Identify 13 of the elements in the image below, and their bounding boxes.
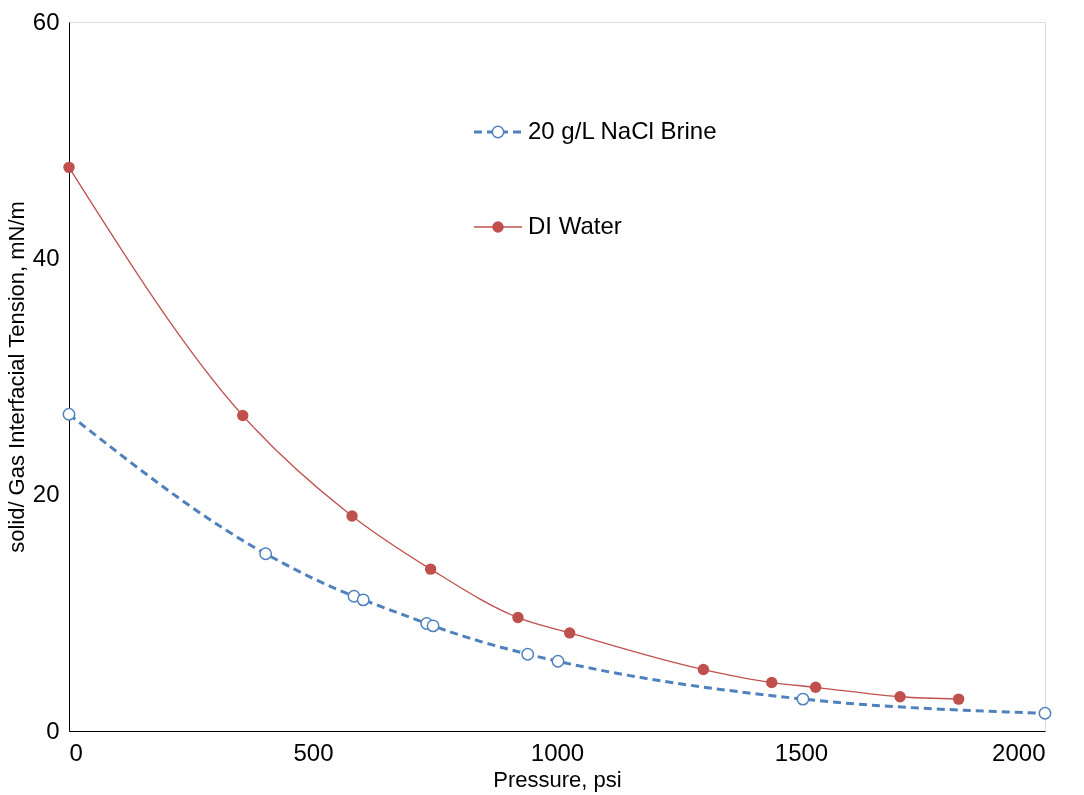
x-tick-label: 2000 [992, 738, 1046, 766]
y-tick-label: 20 [32, 480, 60, 508]
x-axis-title: Pressure, psi [493, 766, 622, 792]
y-tick-label: 60 [32, 7, 60, 35]
y-tick-label: 0 [46, 716, 60, 744]
x-tick-label: 1000 [530, 738, 585, 766]
y-axis-title: solid/ Gas Interfacial Tension, mN/m [3, 201, 29, 553]
legend-label: DI Water [528, 212, 622, 239]
x-tick-label: 500 [293, 738, 334, 766]
x-tick-label: 1500 [774, 738, 829, 766]
y-tick-label: 40 [32, 243, 60, 271]
x-tick-label: 0 [69, 738, 83, 766]
legend-label: 20 g/L NaCl Brine [528, 117, 717, 144]
